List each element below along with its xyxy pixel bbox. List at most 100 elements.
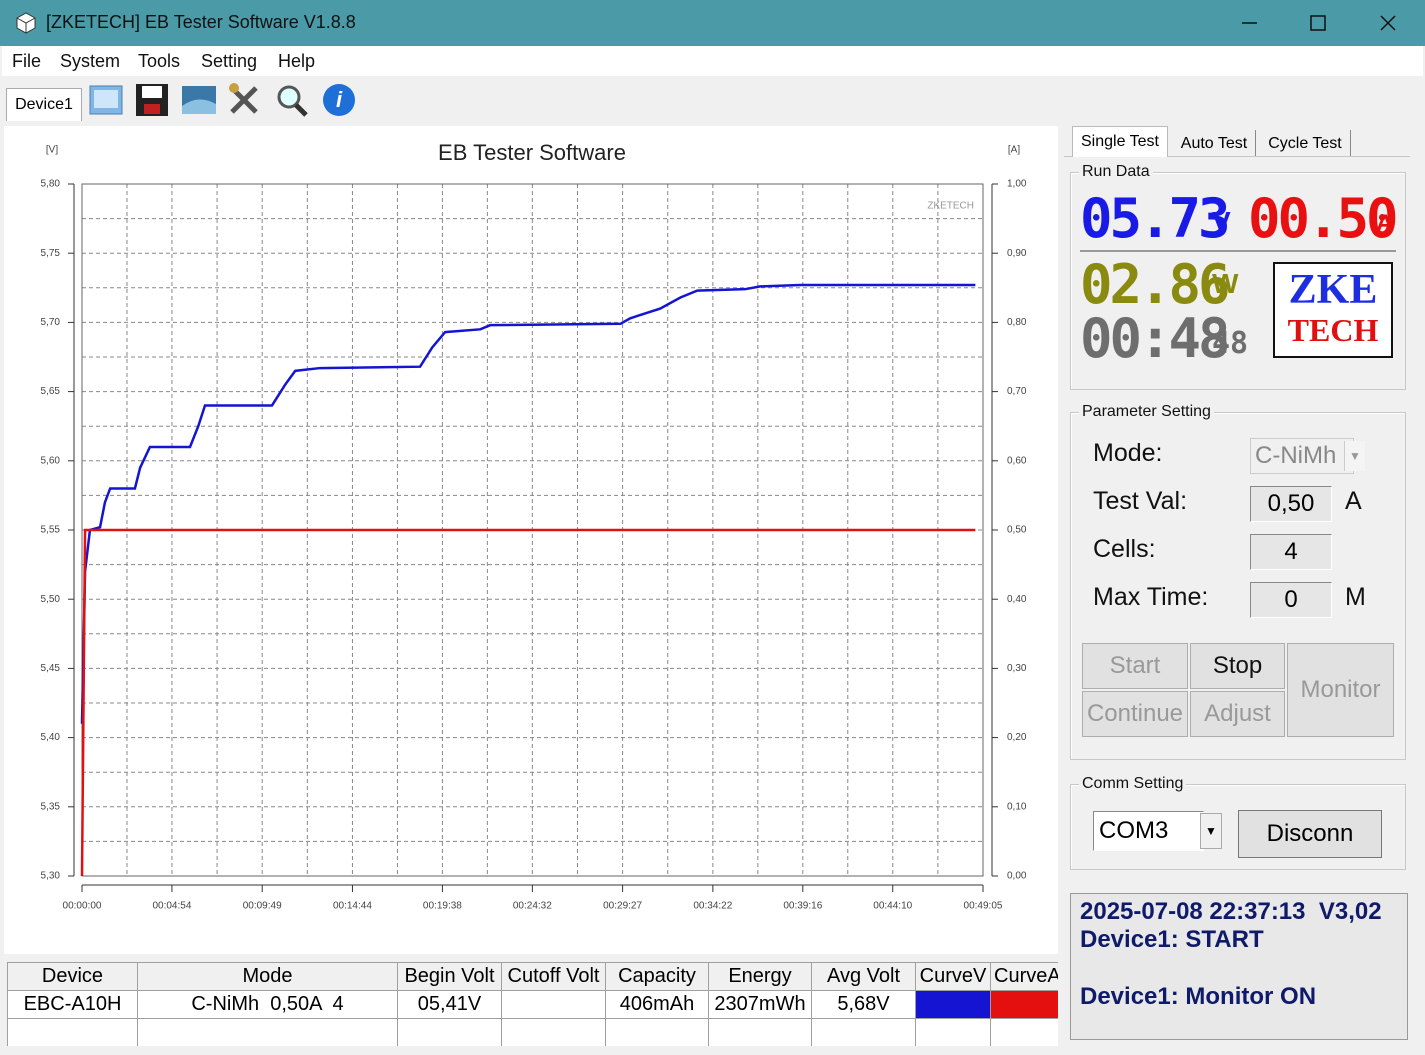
y2-tick-label: 0,90 [1007, 248, 1027, 259]
open-icon[interactable] [89, 85, 123, 115]
voltage-display: 05.73 [1080, 187, 1231, 250]
y-tick-label: 5,65 [41, 386, 61, 397]
start-button[interactable]: Start [1082, 643, 1188, 689]
y2-tick-label: 0,60 [1007, 455, 1027, 466]
test-value-input[interactable]: 0,50 [1250, 486, 1332, 522]
logo-text: TECH [1287, 312, 1379, 348]
time-display: 00:48 [1080, 307, 1231, 370]
chart-title: EB Tester Software [438, 140, 626, 165]
table-cell: C-NiMh 0,50A 4 [137, 990, 398, 1019]
tools-icon[interactable] [229, 83, 258, 114]
window-controls[interactable] [1230, 8, 1410, 38]
menu-item[interactable]: Help [278, 51, 316, 71]
tab[interactable]: Single Test [1072, 126, 1168, 157]
table-cell: EBC-A10H [7, 990, 138, 1019]
stop-button[interactable]: Stop [1190, 643, 1285, 689]
current-unit: A [1376, 210, 1394, 237]
log-line: Device1: Monitor ON [1080, 983, 1317, 1010]
max-time-input[interactable]: 0 [1250, 582, 1332, 618]
x-tick-label: 00:29:27 [603, 901, 642, 912]
y-tick-label: 5,75 [41, 248, 61, 259]
y2-tick-label: 0,30 [1007, 663, 1027, 674]
y-tick-label: 5,50 [41, 594, 61, 605]
y2-tick-label: 0,80 [1007, 317, 1027, 328]
disconnect-button[interactable]: Disconn [1238, 810, 1382, 858]
y-tick-label: 5,80 [41, 179, 61, 190]
y2-axis-label: [A] [1008, 145, 1020, 156]
y2-tick-label: 0,70 [1007, 386, 1027, 397]
svg-text:i: i [336, 87, 343, 112]
field-unit: M [1345, 583, 1366, 611]
group-title: Comm Setting [1079, 775, 1187, 793]
dropdown-arrow[interactable]: ▼ [1344, 441, 1365, 471]
separator [1080, 250, 1396, 252]
table-header: CurveA [990, 962, 1058, 991]
chart: EB Tester Software [V] [A] ZKETECH 5,30 5… [4, 126, 1058, 954]
parameter-group [1070, 412, 1406, 760]
table-header: CurveV [915, 962, 991, 991]
table-header: Cutoff Volt [501, 962, 606, 991]
comm-group [1070, 784, 1406, 870]
search-icon[interactable] [277, 85, 308, 117]
app-icon [16, 12, 36, 34]
device-tab[interactable]: Device1 [6, 88, 82, 121]
y2-tick-label: 0,00 [1007, 871, 1027, 882]
table-cell: 5,68V [811, 990, 916, 1019]
table-cell [501, 990, 606, 1019]
monitor-button[interactable]: Monitor [1287, 643, 1394, 737]
group-title: Run Data [1079, 163, 1153, 181]
info-icon[interactable]: i [323, 84, 355, 116]
voltage-unit: V [1212, 206, 1231, 237]
data-line [80, 528, 976, 877]
continue-button[interactable]: Continue [1082, 691, 1188, 737]
table-header: Device [7, 962, 138, 991]
table-header: Capacity [605, 962, 709, 991]
x-tick-label: 00:09:49 [243, 901, 282, 912]
port-select[interactable]: COM3 [1093, 811, 1204, 851]
tab[interactable]: Auto Test [1173, 130, 1256, 156]
y2-tick-label: 0,50 [1007, 525, 1027, 536]
image-icon[interactable] [182, 86, 216, 114]
dropdown-arrow[interactable]: ▼ [1200, 813, 1222, 849]
x-tick-label: 00:49:05 [964, 901, 1003, 912]
x-tick-label: 00:39:16 [783, 901, 822, 912]
y2-tick-label: 0,10 [1007, 801, 1027, 812]
power-unit: W [1212, 268, 1239, 299]
y2-tick-label: 0,20 [1007, 732, 1027, 743]
logo-text: ZKE [1288, 267, 1378, 313]
menu-item[interactable]: System [60, 51, 121, 71]
save-icon[interactable] [136, 84, 168, 116]
field-unit: A [1345, 487, 1362, 515]
toolbar: i [89, 83, 355, 117]
y-tick-label: 5,55 [41, 525, 61, 536]
current-display: 00.50 [1248, 187, 1399, 250]
mode-select[interactable]: C-NiMh [1250, 438, 1354, 474]
time-seconds: 48 [1212, 326, 1249, 361]
menu-item[interactable]: File [12, 51, 42, 71]
curve-swatch [915, 990, 991, 1019]
y-axis-label: [V] [46, 145, 58, 156]
menu-bar: File System Tools Setting Help [2, 46, 1423, 76]
x-tick-label: 00:04:54 [152, 901, 191, 912]
y-tick-label: 5,70 [41, 317, 61, 328]
x-tick-label: 00:44:10 [873, 901, 912, 912]
menu-item[interactable]: Setting [201, 51, 258, 71]
plot-frame [81, 183, 984, 877]
logo: ZKE TECH [1273, 262, 1393, 358]
field-label: Cells: [1093, 535, 1156, 563]
x-tick-label: 00:34:22 [693, 901, 732, 912]
y2-tick-label: 1,00 [1007, 179, 1027, 190]
cells-input[interactable]: 4 [1250, 534, 1332, 570]
tab[interactable]: Cycle Test [1260, 130, 1351, 156]
menu-item[interactable]: Tools [138, 51, 181, 71]
adjust-button[interactable]: Adjust [1190, 691, 1285, 737]
y2-tick-label: 0,40 [1007, 594, 1027, 605]
power-display: 02.86 [1080, 253, 1231, 316]
table-header: Mode [137, 962, 398, 991]
log-box: 2025-07-08 22:37:13 V3,02 Device1: START… [1070, 893, 1408, 1040]
log-line: 2025-07-08 22:37:13 V3,02 [1080, 898, 1382, 925]
table-cell: 406mAh [605, 990, 709, 1019]
y-tick-label: 5,60 [41, 455, 61, 466]
y-tick-label: 5,40 [41, 732, 61, 743]
